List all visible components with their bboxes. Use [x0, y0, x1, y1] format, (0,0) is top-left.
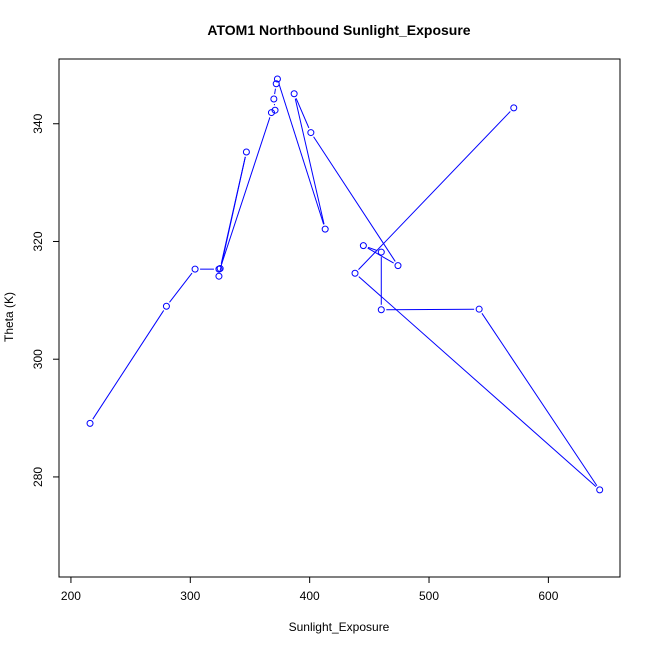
- series-segment: [482, 313, 597, 485]
- x-tick-label: 300: [180, 589, 200, 603]
- x-tick-label: 200: [61, 589, 81, 603]
- y-tick-label: 280: [31, 467, 45, 487]
- series-segment: [275, 89, 276, 94]
- data-point: [192, 266, 198, 272]
- data-point: [308, 130, 314, 136]
- y-tick-label: 300: [31, 349, 45, 369]
- data-point: [597, 487, 603, 493]
- x-tick-label: 500: [419, 589, 439, 603]
- y-tick-label: 340: [31, 113, 45, 133]
- data-point: [163, 303, 169, 309]
- series-segment: [93, 310, 164, 419]
- data-point: [395, 263, 401, 269]
- data-point: [216, 273, 222, 279]
- x-tick-label: 600: [538, 589, 558, 603]
- y-axis-label: Theta (K): [2, 292, 16, 342]
- x-axis: 200 300 400 500 600: [61, 577, 559, 603]
- series-segment: [279, 84, 324, 225]
- data-point: [322, 226, 328, 232]
- series-segment: [314, 137, 396, 262]
- chart-title: ATOM1 Northbound Sunlight_Exposure: [207, 22, 470, 38]
- series-layer: [87, 76, 603, 493]
- data-point: [352, 270, 358, 276]
- series-segment: [222, 117, 270, 263]
- data-point: [378, 249, 384, 255]
- data-point: [476, 306, 482, 312]
- y-tick-label: 320: [31, 231, 45, 251]
- data-point: [291, 91, 297, 97]
- x-tick-label: 400: [300, 589, 320, 603]
- data-point: [511, 105, 517, 111]
- x-axis-label: Sunlight_Exposure: [289, 620, 390, 634]
- plot-frame: [59, 59, 620, 577]
- series-segment: [221, 157, 245, 264]
- series-segment: [386, 309, 474, 310]
- data-point: [243, 149, 249, 155]
- data-point: [378, 307, 384, 313]
- series-segment: [169, 273, 192, 302]
- y-axis: 280 300 320 340: [31, 113, 59, 487]
- series-segment: [296, 98, 309, 128]
- data-point: [271, 96, 277, 102]
- series-segment: [358, 111, 510, 269]
- data-point: [360, 243, 366, 249]
- data-point: [87, 420, 93, 426]
- series-segment: [359, 277, 596, 487]
- series-segment: [295, 99, 324, 225]
